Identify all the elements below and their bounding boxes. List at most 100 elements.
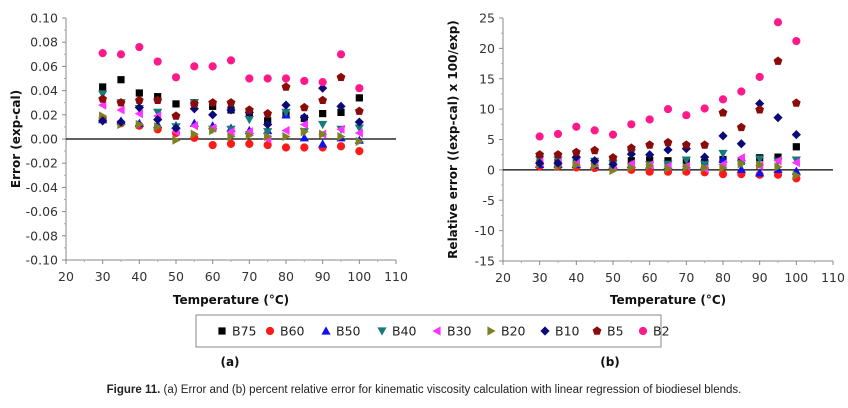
data-point-b20	[135, 119, 144, 130]
x-axis-title: Temperature (°C)	[173, 293, 289, 307]
data-point-b20	[627, 162, 636, 173]
legend-label: B50	[336, 324, 361, 339]
y-tick-label: -5	[483, 193, 495, 208]
data-point-b10	[226, 105, 236, 115]
data-point-b30	[736, 153, 745, 163]
data-point-b20	[792, 170, 801, 180]
data-point-b2	[590, 126, 599, 135]
x-tick-label: 100	[784, 270, 808, 285]
data-point-b2	[718, 95, 728, 104]
data-point-b20	[300, 127, 309, 137]
y-tick-label: 0	[487, 162, 495, 177]
data-point-b30	[354, 128, 363, 138]
data-point-b2	[755, 72, 764, 82]
data-point-b10	[318, 83, 328, 93]
data-point-b20	[209, 125, 218, 136]
data-point-b5	[627, 143, 636, 152]
legend-label: B40	[392, 324, 417, 339]
legend-label: B5	[607, 324, 624, 339]
data-point-b5	[572, 147, 581, 156]
data-point-b10	[736, 139, 746, 149]
legend-item-b10: B10	[540, 324, 580, 339]
x-tick-label: 40	[131, 269, 147, 284]
data-point-b30	[134, 108, 143, 119]
data-point-b2	[645, 115, 654, 124]
data-point-b10	[116, 117, 126, 127]
legend-marker-b40-icon	[377, 327, 387, 336]
data-point-b5	[263, 109, 272, 118]
data-point-b5	[300, 102, 309, 112]
data-point-b75	[774, 153, 782, 161]
data-point-b20	[264, 131, 273, 142]
data-point-b2	[245, 74, 254, 83]
data-point-b2	[300, 76, 309, 86]
data-point-b2	[535, 132, 544, 141]
legend-marker-b30-icon	[432, 326, 441, 336]
data-point-b2	[263, 74, 272, 83]
data-point-b30	[281, 125, 290, 136]
data-point-b40	[681, 156, 691, 165]
y-tick-label: 0.02	[30, 107, 58, 122]
data-point-b50	[318, 139, 328, 148]
data-point-b10	[153, 115, 163, 125]
x-tick-label: 60	[205, 269, 221, 284]
figure-caption: Figure 11. (a) Error and (b) percent rel…	[0, 384, 848, 396]
data-point-b2	[135, 42, 144, 52]
legend-label: B60	[280, 324, 305, 339]
data-point-b5	[336, 72, 346, 81]
data-point-b10	[755, 99, 765, 109]
x-tick-label: 80	[278, 269, 294, 284]
x-tick-label: 110	[821, 270, 845, 285]
data-point-b20	[572, 160, 581, 170]
data-point-b5	[535, 150, 544, 159]
data-point-b5	[773, 56, 783, 65]
data-point-b60	[245, 139, 254, 148]
data-point-b5	[553, 150, 563, 159]
y-tick-label: -0.10	[26, 253, 58, 268]
data-point-b2	[572, 122, 581, 131]
data-point-b2	[773, 18, 783, 27]
data-point-b30	[299, 119, 308, 130]
panel-b-label: (b)	[600, 355, 620, 369]
data-point-b40	[153, 108, 163, 117]
y-tick-label: 15	[479, 71, 495, 86]
y-tick-label: 0.06	[30, 59, 58, 74]
y-axis-title: Error (exp-cal)	[9, 90, 23, 188]
data-point-b2	[171, 73, 181, 82]
legend-item-b5: B5	[592, 324, 624, 339]
data-point-b10	[791, 130, 801, 140]
data-point-b75	[135, 89, 143, 97]
data-point-b75	[99, 83, 107, 91]
data-point-b20	[719, 163, 728, 173]
data-point-b10	[171, 123, 181, 133]
series-b2	[98, 42, 364, 93]
data-point-b60	[263, 140, 272, 150]
y-tick-label: -0.06	[26, 204, 58, 219]
data-point-b5	[135, 95, 144, 104]
legend-item-b20: B20	[487, 324, 526, 339]
data-point-b40	[281, 108, 291, 117]
legend-item-b40: B40	[377, 324, 417, 339]
data-point-b2	[737, 87, 746, 96]
legend-marker-b60-icon	[265, 326, 275, 336]
y-tick-label: 5	[487, 132, 495, 147]
data-point-b75	[355, 94, 363, 102]
data-point-b10	[98, 116, 108, 126]
y-tick-label: -0.02	[26, 156, 58, 171]
data-point-b2	[153, 57, 162, 66]
legend-marker-b20-icon	[487, 326, 496, 336]
data-point-b30	[226, 127, 235, 137]
caption-label: Figure 11.	[106, 384, 161, 396]
legend: B75 B60 B50 B40 B30 B20 B10 B5 B2	[195, 314, 670, 348]
legend-item-b30: B30	[432, 324, 472, 339]
data-point-b50	[755, 168, 765, 177]
data-point-b60	[281, 143, 291, 152]
data-point-b40	[354, 124, 364, 133]
legend-marker-b75-icon	[218, 327, 226, 335]
data-point-b10	[336, 101, 346, 111]
y-tick-label: 0.10	[30, 11, 58, 26]
data-point-b60	[718, 170, 728, 179]
data-point-b10	[535, 158, 545, 168]
data-point-b20	[319, 129, 328, 139]
data-point-b20	[609, 165, 618, 176]
